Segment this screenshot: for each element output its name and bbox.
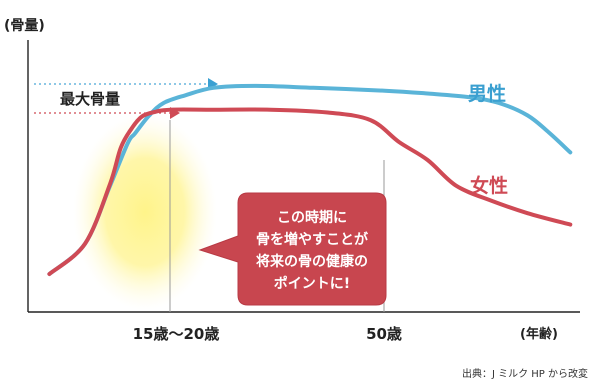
callout-line-3: 将来の骨の健康の: [256, 253, 368, 270]
source-footnote: 出典：J ミルク HP から改変: [462, 367, 588, 380]
series-line-female: [47, 107, 573, 276]
callout-bubble: [198, 192, 387, 306]
series-label-female: 女性: [470, 174, 508, 197]
peak-annotation: 最大骨量: [60, 90, 120, 108]
callout-line-2: 骨を増やすことが: [256, 231, 369, 248]
x-tick-label-50: 50歳: [366, 325, 402, 343]
series-label-male: 男性: [468, 82, 506, 105]
x-tick-label-15-20: 15歳〜20歳: [133, 325, 220, 343]
youth-highlight: [73, 114, 217, 310]
x-axis-label: (年齢): [520, 326, 558, 342]
y-axis-label: (骨量): [4, 17, 45, 34]
series-line-male: [47, 83, 573, 276]
callout-line-1: この時期に: [277, 209, 347, 226]
callout-line-4: ポイントに!: [274, 275, 350, 292]
